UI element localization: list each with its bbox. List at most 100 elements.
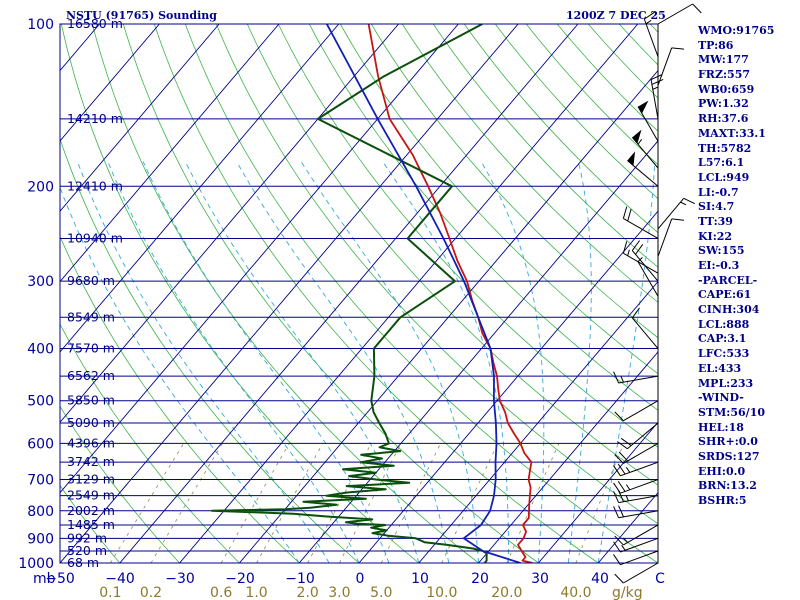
dry-adiabat [215,24,658,525]
wind-barb-half [637,256,643,262]
height-label: 8549 m [67,309,115,324]
dry-adiabat [308,24,658,411]
sounding-traces [211,24,533,563]
wind-barb-full [644,11,655,20]
wind-barb-full [613,541,621,553]
mixing-ratio-line [110,443,185,563]
wind-barb-full [618,451,629,462]
index-item: SRDS:127 [698,449,760,463]
moist-adiabat [567,161,592,563]
dry-adiabat [60,137,360,563]
wind-barb-staff [620,550,659,566]
wind-barb-staff [657,3,693,25]
wind-barb [622,241,659,274]
mixing-ratio-line [220,443,290,563]
isotherm [60,24,519,563]
dry-adiabat [494,24,658,200]
mixing-ratio-label: 0.2 [140,585,162,600]
pressure-label: 500 [27,394,54,410]
wind-barb-staff [643,18,659,57]
wind-barb-full [618,505,624,518]
wind-barb-staff [631,317,659,349]
index-item: EI:-0.3 [698,259,740,272]
moist-adiabat [382,161,509,563]
temperature-trace [367,24,533,563]
dry-adiabat [60,405,180,563]
mixing-ratio-line [380,443,442,563]
wind-barb [614,400,659,422]
mixing-ratio-line [150,443,223,563]
wind-barb [637,100,659,142]
isotherm [60,24,220,212]
wind-barb-staff [623,218,659,239]
wind-barb [614,562,659,584]
wind-barb-full [617,441,628,450]
wind-barb-full [617,463,626,475]
isotherm [60,24,399,423]
mixing-ratio-label: 2.0 [297,585,319,600]
wind-barb-half [627,249,630,256]
moist-adiabat [107,161,360,563]
wind-barb-full [631,240,640,251]
dry-adiabat [556,24,658,132]
wind-barb-half [620,376,624,383]
wind-barb [614,442,659,464]
wind-barb-full [683,197,696,205]
temperature-tick-label: 20 [471,571,489,587]
wind-barb-staff [618,510,659,519]
mixing-ratio-label: 0.1 [99,585,121,600]
mixing-ratio-label: 20.0 [491,585,522,600]
temperature-tick-label: 30 [531,571,549,587]
dry-adiabat [184,24,658,563]
height-label: 992 m [67,530,107,545]
index-item: EL:433 [698,361,742,375]
wind-barb-staff [627,422,659,450]
dry-adiabat [60,323,240,563]
wind-barb-staff [631,250,659,282]
mixing-ratio-line [256,443,324,563]
dry-adiabat [153,24,599,563]
wind-barb-staff [631,137,659,169]
isotherm [60,24,280,283]
pressure-unit-label: mb [33,571,56,587]
wind-barb-staff [623,442,659,464]
wind-barb-staff [620,461,659,477]
wind-barb-half [652,86,659,90]
height-label: 3742 m [67,454,115,469]
mixing-ratio-label: 3.0 [328,585,350,600]
wind-barb-full [651,78,664,85]
wind-barb-full [692,3,702,14]
mixing-ratio-label: 40.0 [560,585,591,600]
wind-barb-full [627,208,632,222]
wind-barb-staff [627,160,659,187]
isotherm [478,351,658,563]
index-item: SHR+:0.0 [698,435,758,449]
dewpoint-trace [211,24,488,563]
wind-barb-full [618,490,624,502]
wind-barb-staff [657,218,673,257]
height-label: 9680 m [67,273,115,288]
index-item: WB0:659 [698,82,755,96]
moist-adiabat [300,161,480,563]
temperature-tick-label: 40 [591,571,609,587]
wind-barb-full [613,506,620,518]
dry-adiabat [277,24,658,448]
wind-barb-half [680,201,687,206]
pressure-label: 800 [27,504,54,520]
wind-barb [613,461,659,477]
height-label: 4396 m [67,435,115,450]
wind-barb-full [622,206,628,219]
wind-barb-staff [620,479,659,494]
wind-barb-full [613,491,620,503]
moist-adiabat [60,186,300,563]
wind-barb-half [625,495,629,502]
index-item: FRZ:557 [698,68,751,82]
temperature-tick-label: 10 [411,571,429,587]
index-item: TP:86 [698,38,734,52]
wind-barb-full [622,241,628,254]
isotherm [179,24,639,563]
wind-barbs [613,3,702,584]
wind-barb-staff [618,375,659,384]
parcel-trace [326,24,521,563]
dry-adiabat [122,24,539,563]
